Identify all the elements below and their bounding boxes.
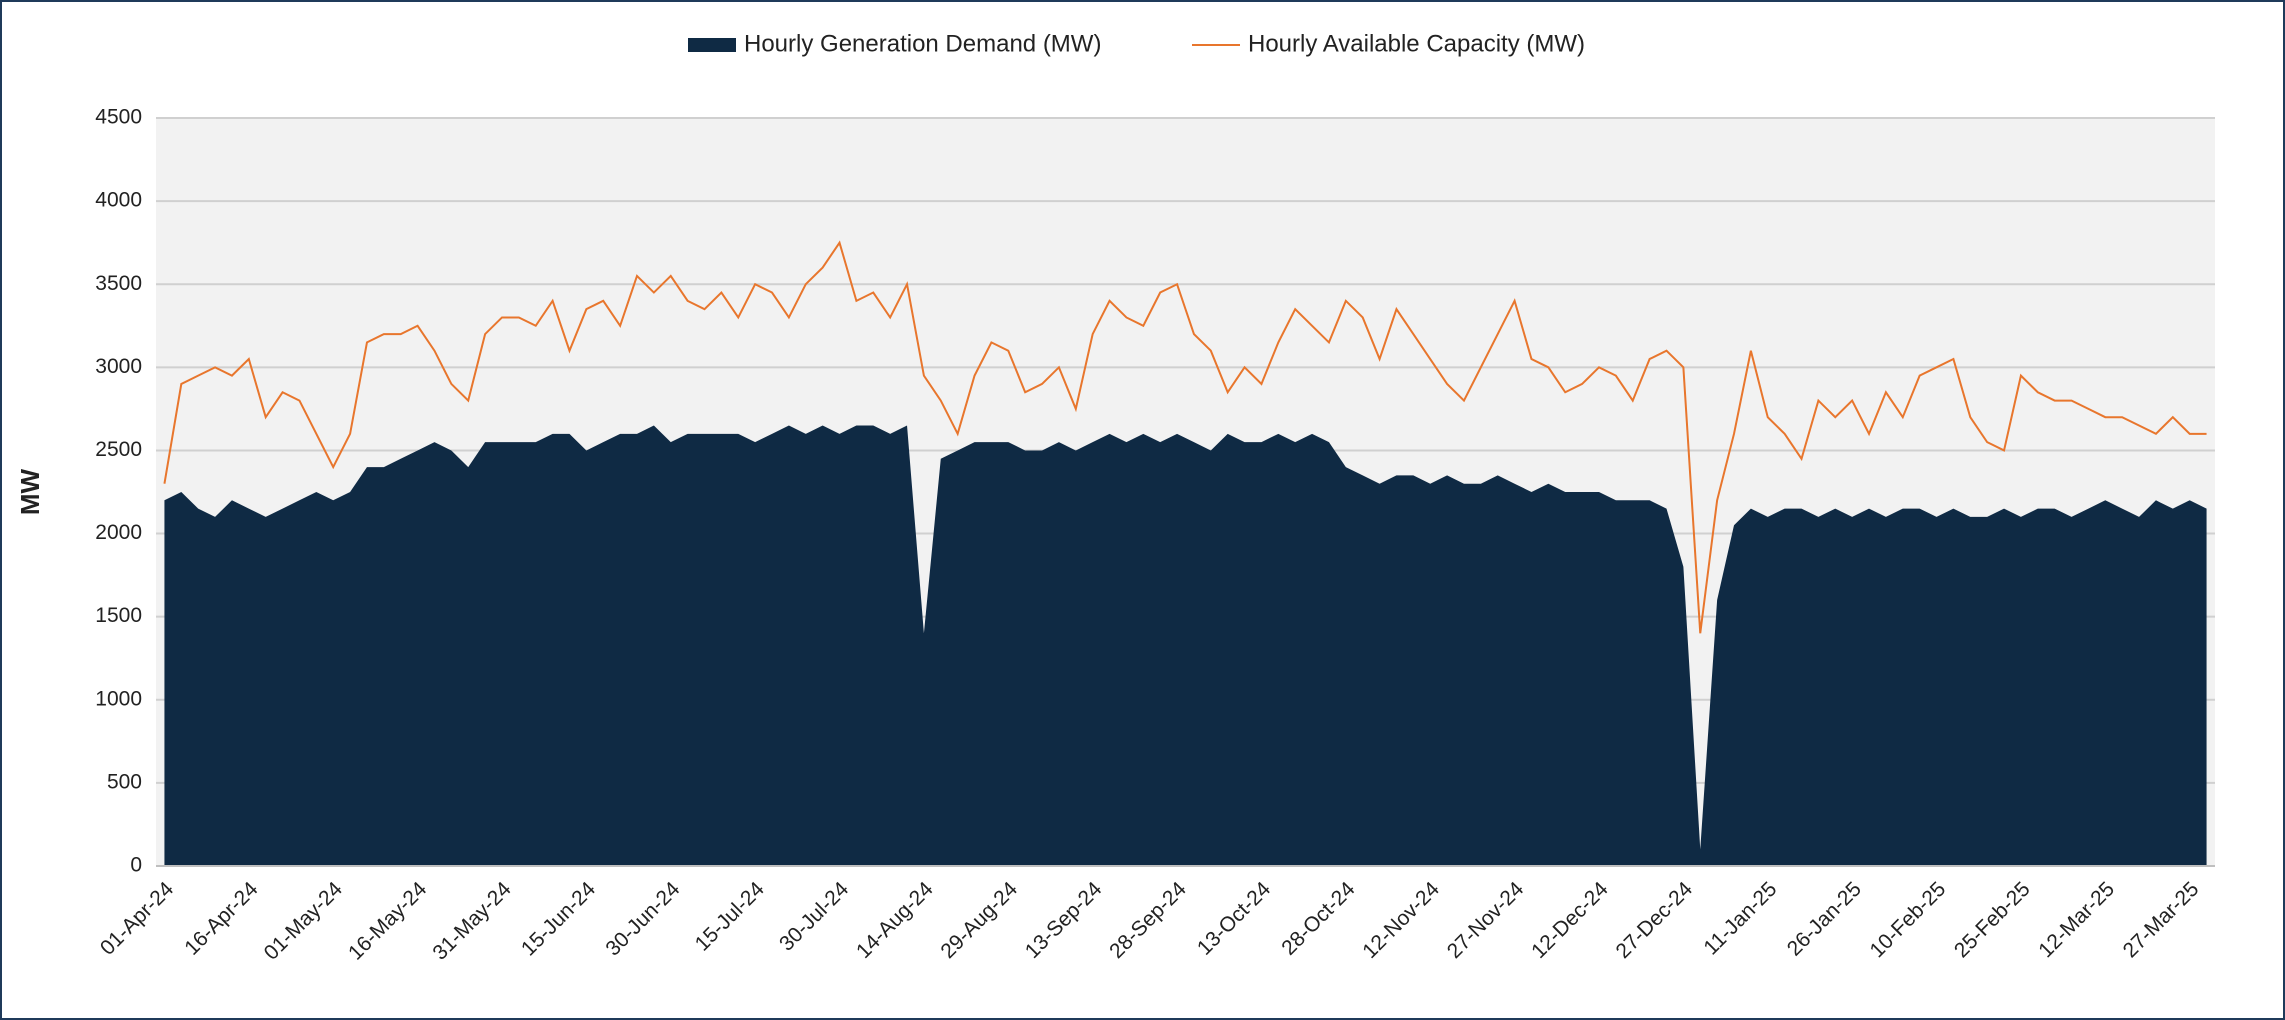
demand-area bbox=[164, 425, 2207, 866]
y-tick-label: 1500 bbox=[95, 604, 142, 627]
y-tick-label: 3500 bbox=[95, 272, 142, 295]
y-axis-label: MW bbox=[15, 468, 45, 515]
y-tick-label: 1000 bbox=[95, 687, 142, 710]
y-tick-label: 0 bbox=[130, 854, 142, 877]
capacity-line bbox=[163, 240, 2207, 634]
legend-label: Hourly Generation Demand (MW) bbox=[744, 30, 1101, 57]
y-tick-label: 2000 bbox=[95, 521, 142, 544]
y-tick-label: 2500 bbox=[95, 438, 142, 461]
y-tick-label: 500 bbox=[107, 770, 142, 793]
y-tick-label: 4000 bbox=[95, 189, 142, 212]
legend-swatch bbox=[688, 38, 736, 52]
y-tick-label: 3000 bbox=[95, 355, 142, 378]
legend-label: Hourly Available Capacity (MW) bbox=[1248, 30, 1585, 57]
y-tick-label: 4500 bbox=[95, 106, 142, 129]
